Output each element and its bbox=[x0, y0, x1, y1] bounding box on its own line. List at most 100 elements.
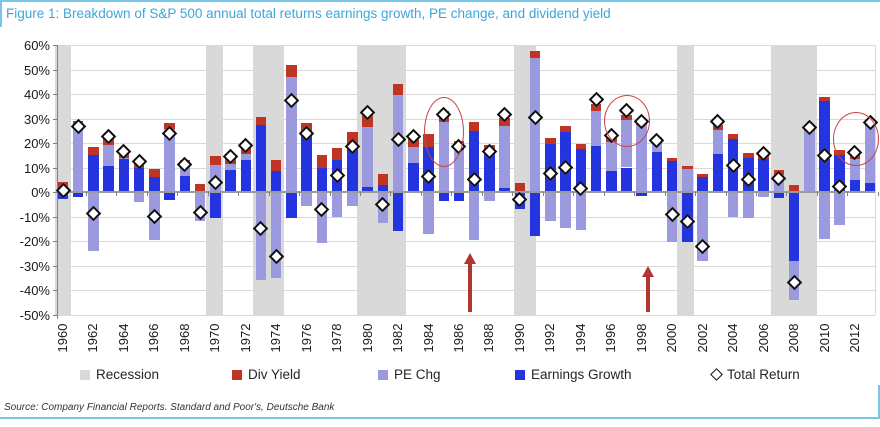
gridline bbox=[57, 45, 875, 46]
x-axis-label: 1990 bbox=[511, 323, 527, 353]
bar-segment-earnings bbox=[133, 168, 145, 192]
bar-segment-earnings bbox=[103, 166, 114, 192]
bar-segment-earnings bbox=[72, 192, 84, 197]
div-yield-swatch-icon bbox=[232, 369, 242, 380]
bar-segment-earnings bbox=[590, 145, 602, 192]
plot-right-border bbox=[875, 45, 876, 315]
bar-segment-pe-chg bbox=[529, 58, 541, 192]
bar-segment-earnings bbox=[377, 184, 389, 192]
y-axis-tick bbox=[53, 216, 57, 218]
x-axis-label: 2012 bbox=[846, 323, 862, 353]
bar-segment-div-yield bbox=[545, 137, 556, 145]
y-axis-label: 30% bbox=[23, 111, 50, 127]
frame-left-border bbox=[0, 0, 2, 27]
x-axis-tick bbox=[146, 192, 148, 196]
bar-segment-pe-chg bbox=[636, 124, 647, 192]
bar-segment-div-yield bbox=[88, 147, 99, 156]
frame-top-border bbox=[0, 0, 880, 2]
x-axis-tick bbox=[786, 192, 788, 196]
x-axis-tick bbox=[268, 192, 270, 196]
bar-segment-earnings bbox=[225, 169, 236, 192]
x-axis-label: 1996 bbox=[603, 323, 619, 353]
bar-segment-earnings bbox=[88, 155, 99, 192]
y-axis-tick bbox=[53, 94, 57, 95]
bar-segment-div-yield bbox=[210, 156, 221, 166]
bar-segment-earnings bbox=[347, 145, 358, 192]
legend-label: PE Chg bbox=[394, 367, 441, 382]
bar-segment-div-yield bbox=[316, 155, 328, 169]
bar-segment-pe-chg bbox=[225, 163, 236, 170]
bar-segment-div-yield bbox=[362, 115, 373, 127]
bar-segment-earnings bbox=[773, 192, 785, 199]
bar-segment-earnings bbox=[255, 124, 267, 192]
x-axis-tick bbox=[847, 192, 849, 196]
x-axis-label: 1960 bbox=[55, 323, 70, 353]
y-axis-label: -10% bbox=[19, 209, 50, 225]
y-axis-line bbox=[57, 45, 58, 319]
y-axis-label: -30% bbox=[19, 258, 50, 274]
legend-label: Total Return bbox=[727, 367, 800, 382]
gridline bbox=[57, 314, 875, 316]
figure-title: Figure 1: Breakdown of S&P 500 annual to… bbox=[6, 6, 611, 21]
x-axis-label: 1992 bbox=[542, 323, 558, 353]
annotation-ellipse bbox=[833, 112, 879, 166]
bar-segment-pe-chg bbox=[606, 141, 617, 172]
bar-segment-pe-chg bbox=[301, 192, 312, 206]
bar-segment-earnings bbox=[118, 159, 130, 192]
x-axis-label: 2010 bbox=[816, 323, 832, 353]
bar-segment-pe-chg bbox=[133, 192, 145, 202]
x-axis-label: 1986 bbox=[450, 323, 466, 353]
gridline bbox=[57, 290, 875, 291]
bar-segment-div-yield bbox=[468, 122, 480, 131]
gridline bbox=[57, 118, 875, 120]
y-axis-tick bbox=[53, 45, 57, 46]
bar-segment-earnings bbox=[149, 176, 160, 192]
y-axis-tick bbox=[53, 241, 57, 242]
x-axis-label: 1964 bbox=[115, 323, 131, 353]
bar-segment-earnings bbox=[438, 192, 449, 201]
x-axis-tick bbox=[420, 192, 422, 196]
bar-segment-pe-chg bbox=[712, 129, 724, 155]
gridline bbox=[57, 69, 875, 71]
bar-segment-earnings bbox=[651, 151, 663, 192]
x-axis-label: 2002 bbox=[694, 323, 710, 353]
legend-label: Earnings Growth bbox=[531, 367, 632, 382]
gridline bbox=[57, 167, 875, 169]
y-axis-label: -40% bbox=[19, 283, 50, 298]
y-axis-tick bbox=[53, 192, 57, 193]
bar-segment-earnings bbox=[164, 192, 175, 201]
annotation-ellipse bbox=[424, 97, 464, 167]
x-axis-tick bbox=[512, 192, 514, 196]
bar-segment-earnings bbox=[240, 160, 251, 192]
bar-segment-pe-chg bbox=[164, 129, 175, 192]
gridline bbox=[57, 241, 875, 242]
bar-segment-earnings bbox=[286, 192, 297, 219]
bar-segment-div-yield bbox=[255, 117, 267, 125]
bar-segment-pe-chg bbox=[834, 192, 845, 226]
annotation-arrow-head-icon bbox=[463, 253, 476, 264]
x-axis-tick bbox=[359, 192, 361, 196]
x-axis-label: 1980 bbox=[359, 323, 375, 353]
x-axis-label: 1994 bbox=[572, 323, 588, 353]
x-axis-tick bbox=[725, 192, 727, 196]
legend-item-earnings-growth: Earnings Growth bbox=[515, 367, 632, 382]
bar-segment-pe-chg bbox=[72, 128, 84, 192]
bar-segment-earnings bbox=[468, 130, 480, 192]
x-axis-label: 1984 bbox=[420, 323, 436, 353]
x-axis-label: 1966 bbox=[146, 323, 162, 353]
x-axis-tick bbox=[207, 192, 209, 196]
bar-segment-pe-chg bbox=[590, 110, 602, 146]
bar-segment-earnings bbox=[834, 155, 845, 192]
bar-segment-pe-chg bbox=[453, 150, 465, 192]
bar-segment-pe-chg bbox=[103, 145, 114, 167]
bar-segment-div-yield bbox=[560, 125, 571, 133]
frame-bottom-border bbox=[0, 417, 880, 419]
bar-segment-earnings bbox=[606, 171, 617, 192]
x-axis-tick bbox=[634, 192, 636, 196]
x-axis-tick bbox=[177, 192, 179, 196]
x-axis-tick bbox=[390, 192, 392, 196]
y-axis-tick bbox=[53, 143, 57, 144]
bar-segment-pe-chg bbox=[468, 192, 480, 240]
bar-segment-pe-chg bbox=[255, 192, 267, 281]
